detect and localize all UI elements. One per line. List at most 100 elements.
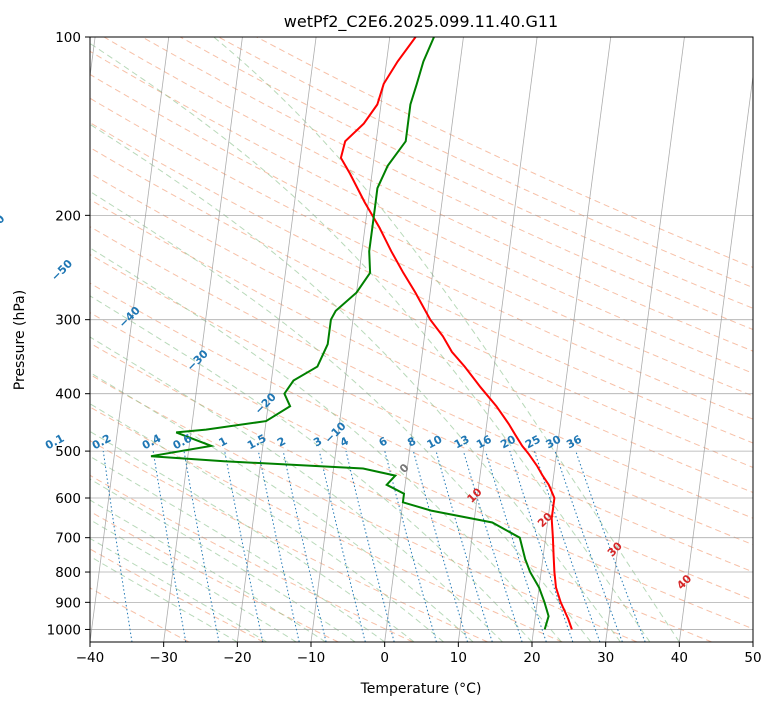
dry-adiabat-label: −60 xyxy=(0,212,8,239)
profile-lines xyxy=(150,37,573,630)
isotherm-line xyxy=(90,37,96,80)
mixing-ratio-label: 2 xyxy=(275,434,288,449)
mixing-ratio-label: 6 xyxy=(377,434,390,449)
x-tick-label: 30 xyxy=(597,650,614,666)
dry-adiabat-line xyxy=(90,342,712,642)
mixing-ratio-label: 30 xyxy=(544,433,564,452)
y-axis-label: Pressure (hPa) xyxy=(12,290,28,390)
dry-adiabat-label: −50 xyxy=(49,257,76,284)
dry-adiabat-line xyxy=(180,37,753,309)
dry-adiabat-line xyxy=(218,37,753,289)
mixing-ratio-line xyxy=(384,450,437,642)
moist-adiabat-line xyxy=(90,336,503,642)
isotherm-line xyxy=(310,37,391,642)
mixing-ratio-line xyxy=(575,450,646,642)
dry-adiabat-label: −30 xyxy=(184,347,211,374)
isotherm-line xyxy=(90,37,170,642)
moist-adiabat-line xyxy=(213,37,680,642)
x-tick-label: −30 xyxy=(149,650,178,666)
mixing-ratio-line xyxy=(485,450,547,642)
mixing-ratio-line xyxy=(554,450,623,642)
mixing-ratio-line xyxy=(224,451,264,642)
moist-adiabat-line xyxy=(90,403,444,642)
moist-adiabat-line xyxy=(90,478,356,642)
isotherm-line xyxy=(457,37,538,642)
x-tick-label: −10 xyxy=(297,650,326,666)
mixing-ratio-label: 25 xyxy=(523,433,543,452)
dry-adiabat-line xyxy=(90,50,753,374)
mixing-ratio-line xyxy=(102,451,133,642)
chart-title: wetPf2_C2E6.2025.099.11.40.G11 xyxy=(284,12,558,32)
y-tick-label: 400 xyxy=(55,387,81,403)
x-axis-label: Temperature (°C) xyxy=(360,681,482,697)
isotherm-line xyxy=(678,73,753,642)
dry-adiabat-line xyxy=(90,198,753,519)
x-tick-label: 0 xyxy=(380,650,389,666)
dry-adiabat-line xyxy=(90,406,563,642)
profile-series-line xyxy=(150,37,550,630)
y-tick-label: 500 xyxy=(55,444,81,460)
mixing-ratio-line xyxy=(345,450,395,642)
mixing-ratio-line xyxy=(183,451,220,642)
mixing-ratio-line xyxy=(257,451,300,642)
plot-frame xyxy=(89,36,754,643)
mixing-ratio-label: 0.4 xyxy=(140,432,164,453)
dry-adiabat-line xyxy=(256,37,753,268)
x-tick-label: −20 xyxy=(223,650,252,666)
profile-series-line xyxy=(339,37,573,630)
dry-adiabat-line xyxy=(90,510,339,642)
mixing-ratio-label: 1 xyxy=(217,434,230,449)
y-tick-label: 300 xyxy=(55,313,81,329)
moist-adiabat-line xyxy=(90,42,651,642)
mixing-ratio-label: 0.2 xyxy=(90,432,113,453)
mixing-ratio-label: 20 xyxy=(498,433,518,452)
x-tick-label: 40 xyxy=(671,650,688,666)
mixing-ratio-label: 10 xyxy=(425,433,445,452)
x-tick-label: 20 xyxy=(523,650,540,666)
dry-adiabat-line xyxy=(90,147,753,468)
mixing-ratio-line xyxy=(318,450,366,642)
dry-adiabat-line xyxy=(90,172,753,494)
y-tick-label: 700 xyxy=(55,531,81,547)
isotherm-line xyxy=(752,638,753,642)
moist-adiabat-line xyxy=(90,455,385,642)
dry-adiabat-line xyxy=(90,73,753,397)
dry-adiabat-line xyxy=(90,312,753,630)
y-tick-label: 100 xyxy=(55,30,81,46)
isotherm-line xyxy=(605,37,685,642)
mixing-ratio-line xyxy=(412,450,468,642)
y-tick-label: 800 xyxy=(55,565,81,581)
x-tick-label: −40 xyxy=(76,650,105,666)
isotherm-line xyxy=(236,37,317,642)
mixing-ratio-line xyxy=(462,450,523,642)
moist-adiabat-line xyxy=(90,190,592,642)
moist-adiabat-line xyxy=(90,371,474,642)
axes: 0.10.20.40.611.52346810131620253036−100−… xyxy=(0,30,762,666)
x-tick-label: 10 xyxy=(450,650,467,666)
moist-adiabat-line xyxy=(90,123,621,642)
dry-adiabat-label: 0 xyxy=(397,461,412,476)
isotherm-line xyxy=(163,37,243,642)
y-tick-label: 900 xyxy=(55,595,81,611)
dry-adiabat-line xyxy=(90,122,753,444)
mixing-ratio-line xyxy=(534,450,601,642)
dry-adiabat-label: 30 xyxy=(605,539,625,559)
mixing-ratio-label: 16 xyxy=(474,433,494,452)
mixing-ratio-label: 1.5 xyxy=(245,432,268,453)
dry-adiabat-line xyxy=(90,440,488,642)
mixing-ratio-label: 13 xyxy=(452,433,472,452)
y-tick-label: 1000 xyxy=(47,622,81,638)
moist-adiabat-line xyxy=(90,555,238,642)
background-lines xyxy=(90,37,753,642)
mixing-ratio-line xyxy=(282,450,327,642)
dry-adiabat-line xyxy=(90,97,753,420)
moist-adiabat-line xyxy=(90,430,415,642)
dry-adiabat-line xyxy=(90,373,638,642)
moist-adiabat-line xyxy=(90,537,268,642)
moist-adiabat-line xyxy=(90,295,533,642)
moist-adiabat-line xyxy=(90,247,562,642)
dry-adiabat-line xyxy=(90,282,753,601)
dry-adiabat-line xyxy=(90,253,753,573)
